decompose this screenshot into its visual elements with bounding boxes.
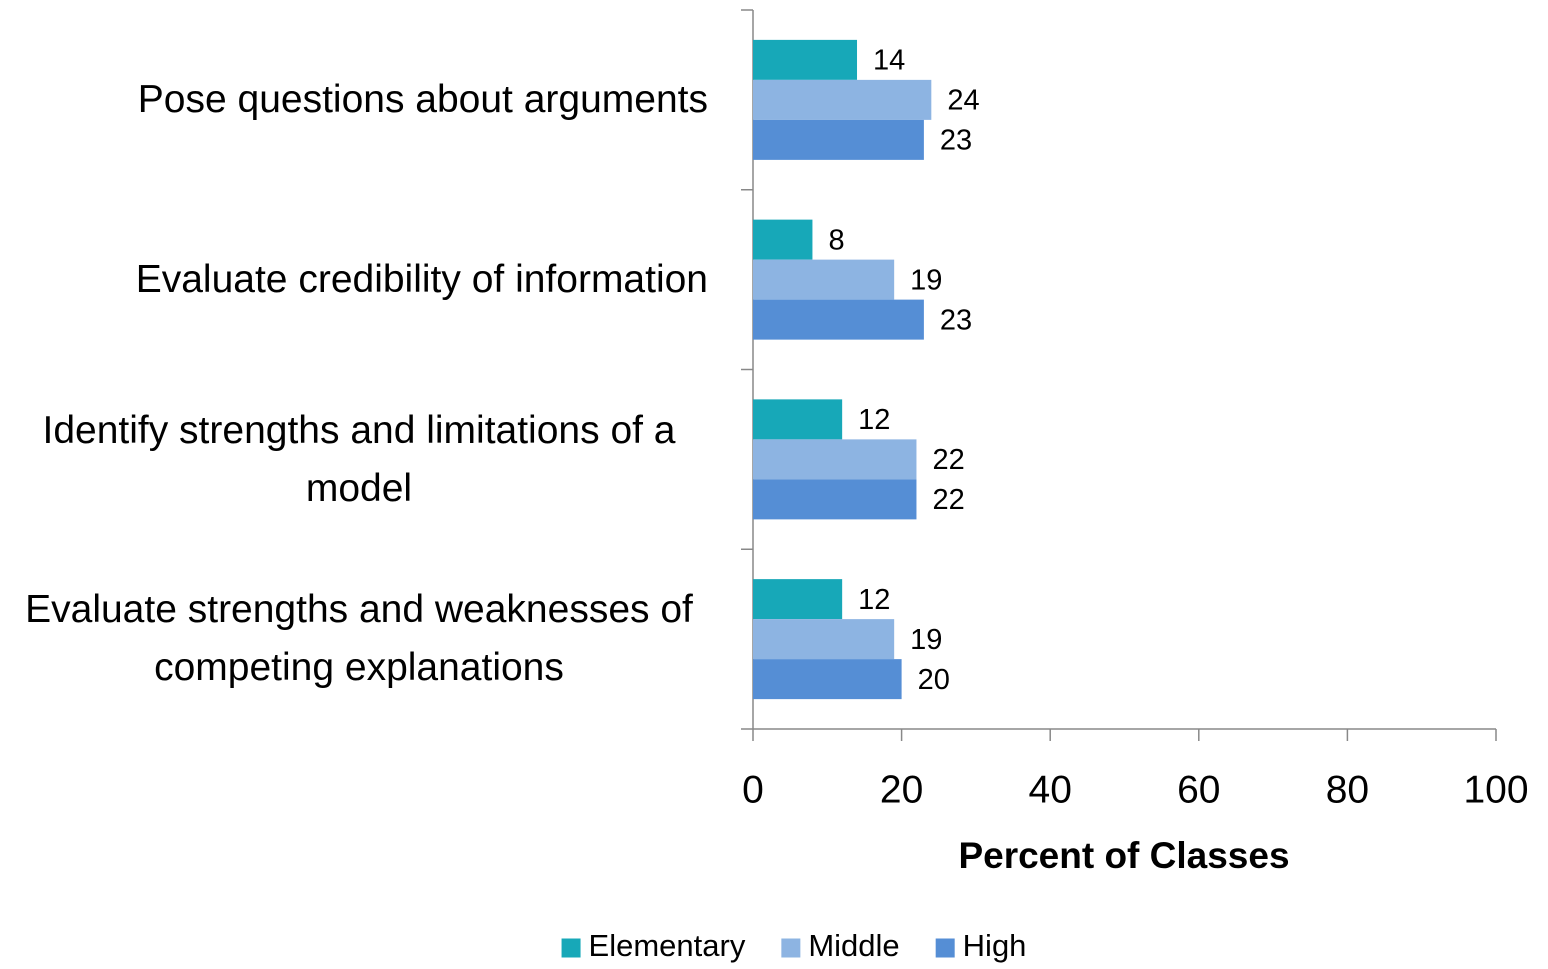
category-label: Identify strengths and limitations of a …: [42, 408, 676, 510]
bar: [753, 439, 917, 480]
x-axis-title: Percent of Classes: [958, 835, 1289, 876]
category-label-box: Pose questions about arguments: [10, 10, 708, 190]
data-label: 19: [910, 624, 942, 656]
data-label: 23: [940, 125, 972, 157]
category-label-box: Evaluate strengths and weaknesses of com…: [10, 549, 708, 729]
data-label: 12: [858, 404, 890, 436]
data-label: 19: [910, 264, 942, 296]
data-label: 22: [932, 444, 964, 476]
bar: [753, 79, 932, 120]
data-label: 14: [873, 45, 905, 77]
bar: [753, 399, 843, 440]
category-label: Pose questions about arguments: [137, 78, 708, 121]
bar: [753, 119, 924, 160]
bar: [753, 299, 924, 340]
bar: [753, 619, 895, 660]
legend-swatch: [935, 938, 955, 958]
x-tick-label: 20: [880, 768, 923, 811]
bar: [753, 479, 917, 520]
bar: [753, 579, 843, 620]
category-label: Evaluate credibility of information: [135, 257, 708, 301]
legend-swatch: [781, 938, 801, 958]
category-label: Evaluate strengths and weaknesses of com…: [25, 588, 693, 690]
x-tick-label: 100: [1463, 768, 1528, 811]
legend-swatch: [561, 938, 581, 958]
bar: [753, 259, 895, 300]
x-tick-label: 40: [1029, 768, 1072, 811]
category-label-box: Identify strengths and limitations of a …: [10, 370, 708, 550]
data-label: 23: [940, 304, 972, 336]
data-label: 24: [947, 85, 979, 117]
data-label: 12: [858, 584, 890, 616]
data-label: 22: [932, 484, 964, 516]
data-label: 20: [918, 664, 950, 696]
bar: [753, 219, 813, 260]
x-tick-label: 80: [1326, 768, 1369, 811]
legend-label: High: [963, 928, 1027, 963]
legend-label: Elementary: [589, 928, 746, 963]
data-label: 8: [828, 224, 844, 256]
legend-label: Middle: [808, 928, 899, 963]
x-tick-label: 60: [1177, 768, 1220, 811]
bar: [753, 659, 902, 700]
bar: [753, 39, 858, 80]
category-label-box: Evaluate credibility of information: [10, 190, 708, 370]
x-tick-label: 0: [742, 768, 764, 811]
